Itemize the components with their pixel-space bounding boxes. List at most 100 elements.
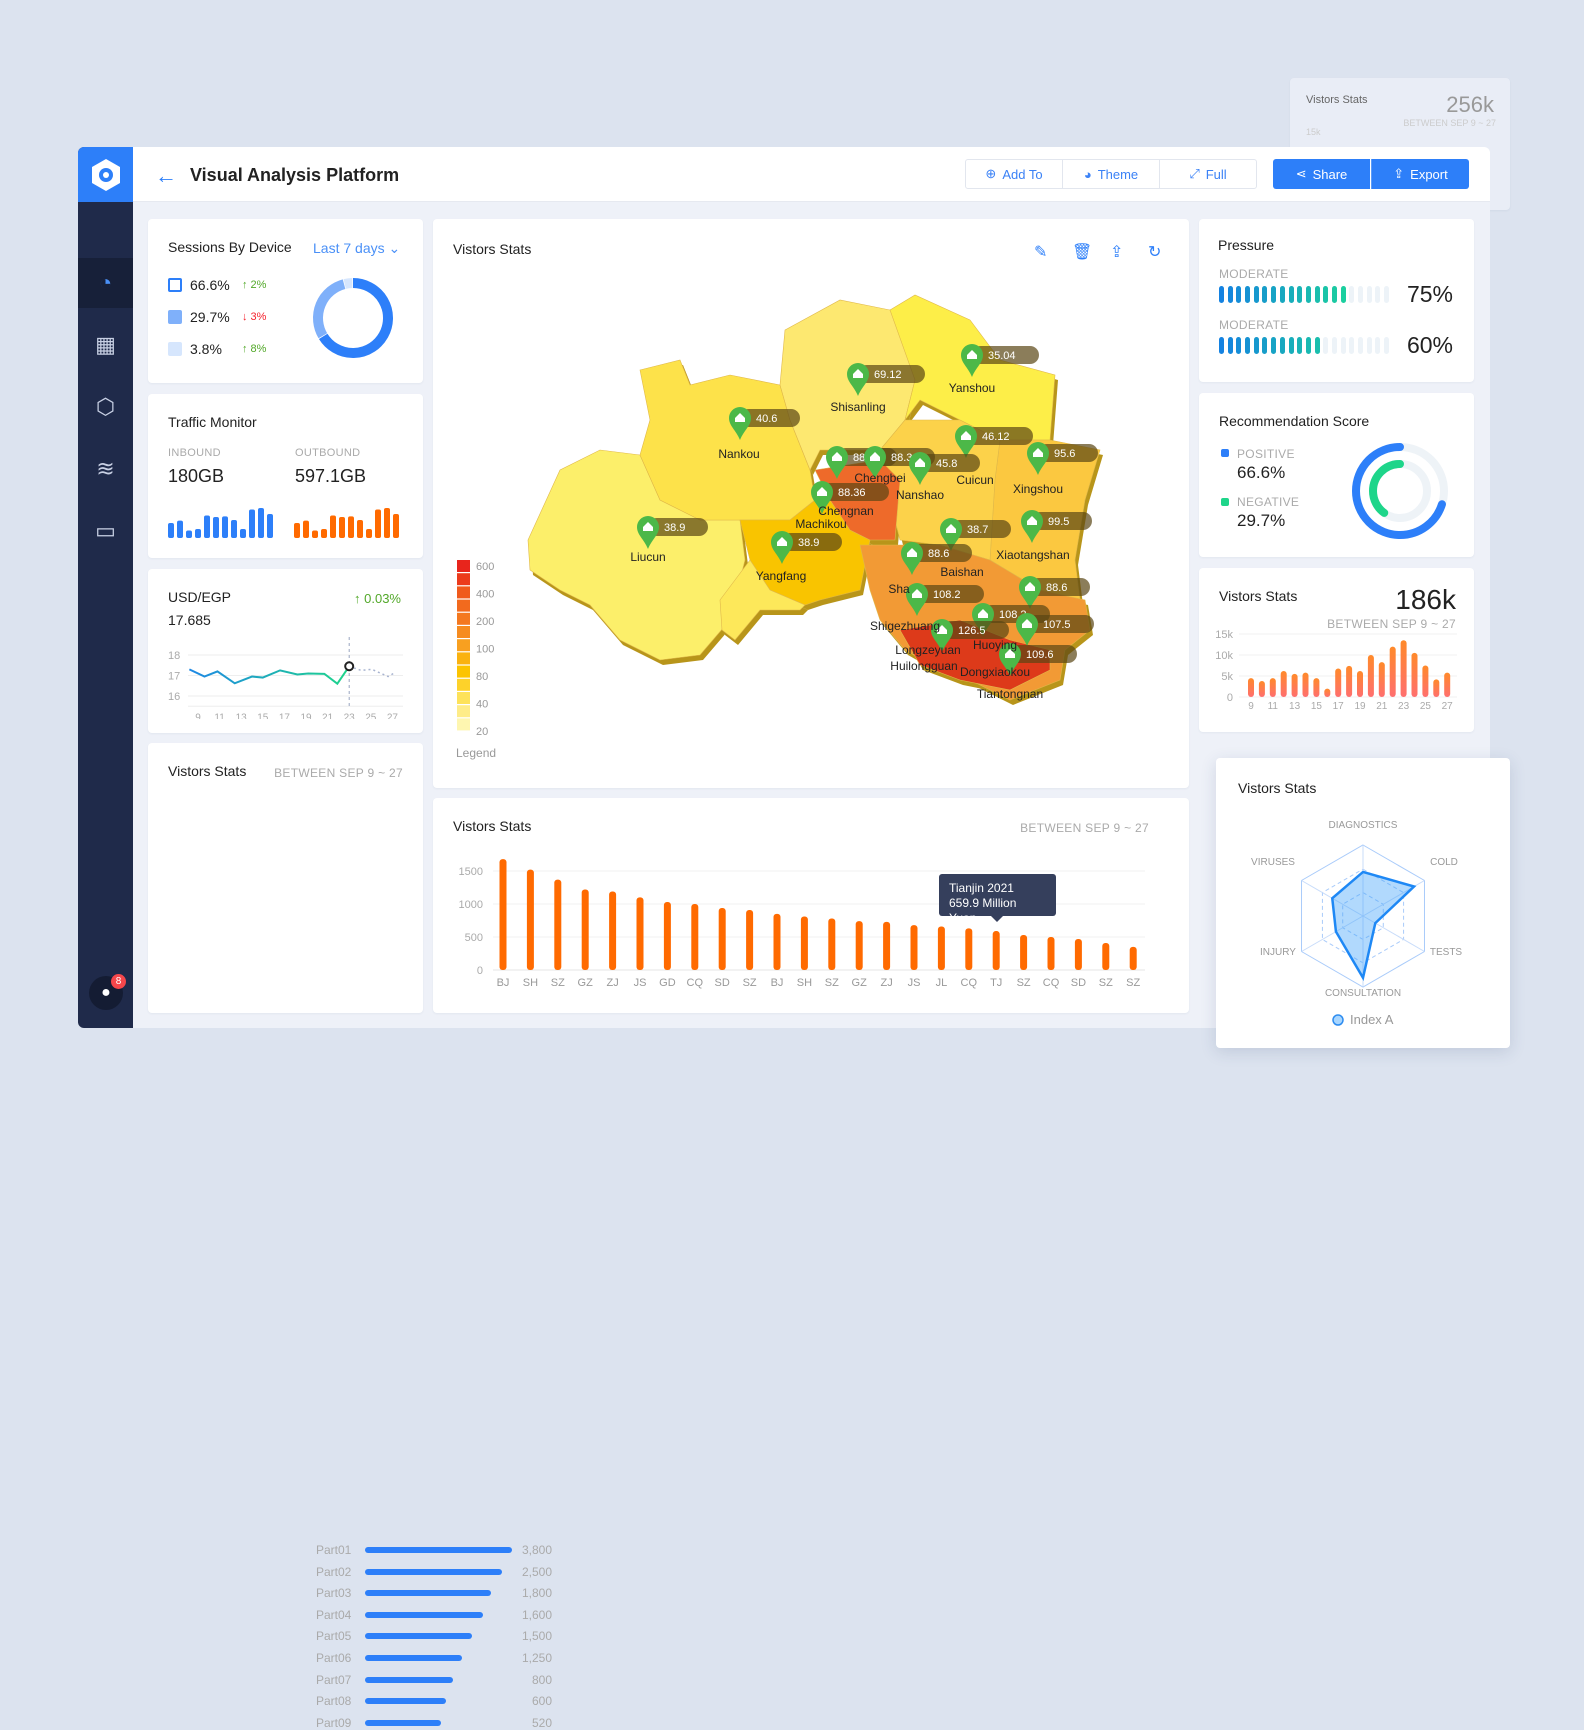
marker-value: 38.9 [798,537,819,549]
marker-value: 99.5 [1048,516,1069,528]
map-region [719,559,806,641]
part-bar [365,1611,483,1618]
home-icon [937,625,947,634]
sidebar-item-3[interactable]: ≋ [78,444,133,494]
part-label: Part07 [316,1672,352,1687]
outbound-bar [393,514,399,538]
pressure-segment [1349,286,1355,303]
map-marker[interactable]: 69.12 [847,363,925,396]
positive-swatch [1221,449,1229,457]
x-tick-label: 11 [1268,701,1279,712]
home-icon [915,458,925,467]
bar [1258,681,1265,697]
range-dropdown[interactable]: Last 7 days ⌄ [313,240,400,257]
map-marker[interactable]: 46.12 [955,425,1033,458]
marker-value: 35.04 [988,350,1016,362]
export-label: Export [1410,166,1448,182]
donut-segment [313,279,346,339]
marker-pin [729,407,751,440]
pressure-segment [1358,286,1363,303]
pressure-segment [1262,286,1268,303]
map-marker[interactable]: 40.6 [729,407,800,440]
x-tick-label: CQ [687,977,704,989]
home-icon [961,431,971,440]
sidebar-item-1[interactable]: ▦ [78,320,133,370]
export-button[interactable]: ⇪ Export [1371,159,1469,189]
y-tick-label: 17 [168,671,180,683]
map-marker[interactable]: 35.04 [961,344,1039,377]
trash-icon[interactable]: 🗑 [1072,244,1093,261]
x-tick-label: 15 [257,712,269,719]
part-row: Part09 520 [316,1716,552,1730]
full-button[interactable]: ⤢ Full [1159,159,1257,189]
map-marker[interactable]: 109.6 [999,643,1077,676]
marker-pin [955,425,977,458]
share-label: Share [1312,166,1348,182]
map-marker[interactable]: 108.2 [906,583,984,616]
x-tick-label: SZ [551,977,565,989]
map-marker[interactable]: 45.8 [909,452,980,485]
fullscreen-icon: ⤢ [1189,166,1200,181]
part-bar [365,1698,446,1705]
map-marker[interactable]: 38.7 [940,518,1011,551]
home-icon [1022,619,1032,628]
x-tick-label: 19 [300,712,312,719]
place-label: Machikou [795,517,846,531]
home-icon [1025,582,1035,591]
place-label: Cuicun [956,473,993,487]
edit-icon[interactable]: ✎ [1034,244,1048,261]
export-icon: ⇪ [1393,166,1405,181]
visitors-small-card: Vistors Stats 186k BETWEEN SEP 9 ~ 27 15… [1199,568,1474,732]
place-label: Huilongguan [890,659,957,673]
pressure-segment [1375,337,1381,354]
map-marker[interactable]: 95.6 [1027,442,1098,475]
map-marker[interactable]: 99.5 [1021,510,1092,543]
map-marker[interactable]: 38.9 [637,516,708,549]
sidebar-item-4[interactable]: ▭ [78,506,133,556]
map-marker[interactable]: 88.6 [1019,576,1090,609]
negative-ring-arc [1369,460,1431,522]
legend-swatch [457,599,470,612]
map-marker[interactable]: 126.5 [931,619,1009,652]
device-row: 66.6% ↑ 2% [168,277,266,293]
bar [1357,670,1363,697]
marker-value-bg [1030,578,1090,596]
outbound-label: OUTBOUND [295,447,361,459]
map-marker[interactable]: 38.9 [771,530,842,564]
logo[interactable] [78,147,133,202]
usd-change: ↑ 0.03% [354,591,401,606]
sidebar-item-2[interactable]: ⬡ [78,382,133,432]
choropleth-map[interactable]: 600 400 200 100 80 40 20 38.9 40.6 69.12 35.04 46.1… [433,219,1189,788]
home-icon [978,609,988,618]
bar [1129,946,1137,970]
part-label: Part06 [316,1651,352,1665]
map-marker[interactable]: 88.6 [901,542,972,575]
add-to-button[interactable]: ⊕ Add To [965,159,1063,189]
traffic-title: Traffic Monitor [168,414,257,430]
inbound-bar [168,523,174,538]
marker-pin [999,643,1021,676]
back-button[interactable]: ← [155,163,177,188]
pressure-segment [1375,286,1381,303]
bar [526,869,534,970]
usd-line [188,665,351,686]
recommendation-title: Recommendation Score [1219,413,1370,429]
marker-value: 38.9 [664,522,685,534]
pressure-segment [1236,286,1242,303]
map-marker[interactable]: 88.36 [811,481,889,514]
part-label: Part05 [316,1629,352,1644]
pressure-row: MODERATE 60% [1219,318,1459,358]
marker-value: 46.12 [982,431,1010,443]
y-tick-label: 15k [1215,629,1233,641]
sidebar-item-0[interactable]: ◔ [78,258,133,308]
upload-icon[interactable]: ⇪ [1110,244,1124,261]
bar [937,926,945,970]
outbound-bar [321,529,327,538]
share-button[interactable]: ⋖ Share [1273,159,1370,189]
map-marker[interactable]: 107.5 [1016,613,1094,646]
cursor-point [344,661,355,672]
radar-series [1330,870,1417,982]
refresh-icon[interactable]: ↻ [1148,244,1162,261]
theme-button[interactable]: ◕ Theme [1062,159,1160,189]
home-icon [907,548,917,557]
